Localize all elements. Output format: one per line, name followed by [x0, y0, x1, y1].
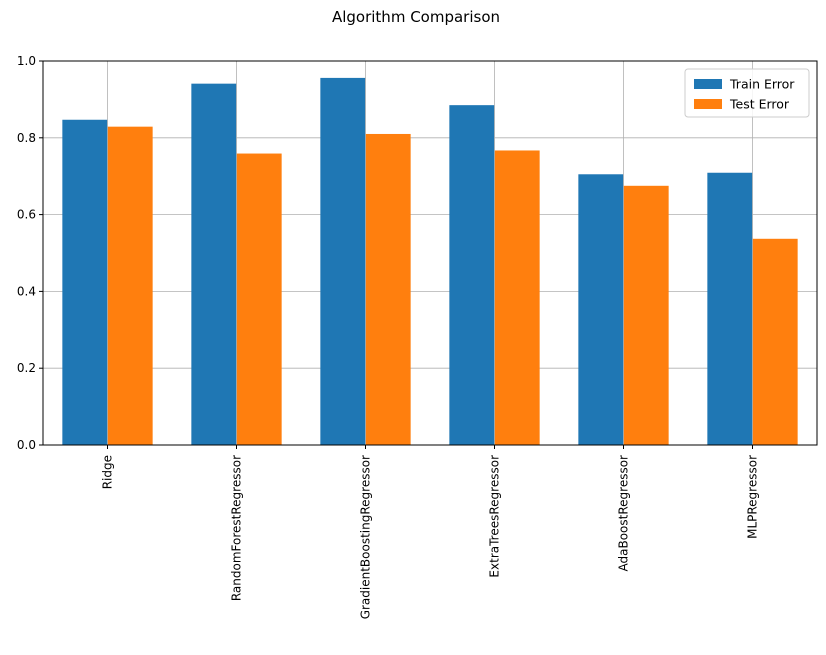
- test-error-bar: [494, 150, 540, 446]
- y-tick-label: 1.0: [17, 54, 36, 68]
- vertical-grid-lines: [107, 61, 753, 445]
- y-axis: 0.0 0.2 0.4 0.6 0.8 1.0: [17, 54, 43, 452]
- x-tick-label: GradientBoostingRegressor: [359, 455, 373, 619]
- legend: Train Error Test Error: [684, 68, 810, 118]
- y-tick-label: 0.4: [17, 284, 36, 298]
- train-error-bar: [449, 105, 495, 445]
- grid-lines: [43, 60, 817, 446]
- x-tick-label: MLPRegressor: [746, 455, 760, 539]
- x-tick-label: ExtraTreesRegressor: [488, 455, 502, 578]
- train-error-bar: [578, 174, 624, 445]
- test-error-bar: [236, 153, 282, 445]
- test-error-bar: [107, 126, 153, 445]
- x-tick-label: RandomForestRegressor: [230, 455, 244, 601]
- legend-swatch: [694, 79, 722, 89]
- legend-swatch: [694, 99, 722, 109]
- x-axis: Ridge RandomForestRegressor GradientBoosti…: [101, 445, 760, 619]
- test-error-bar: [365, 133, 411, 445]
- train-error-bar: [62, 119, 108, 445]
- y-tick-label: 0.0: [17, 438, 36, 452]
- legend-label: Train Error: [729, 77, 795, 92]
- train-error-bar: [320, 77, 366, 446]
- y-tick-label: 0.6: [17, 208, 36, 222]
- chart-title: Algorithm Comparison: [332, 8, 500, 26]
- bars: [62, 77, 798, 446]
- train-error-bar: [707, 172, 753, 445]
- train-error-bar: [191, 83, 237, 445]
- legend-label: Test Error: [729, 97, 790, 112]
- y-tick-label: 0.2: [17, 361, 36, 375]
- test-error-bar: [752, 238, 798, 445]
- y-tick-label: 0.8: [17, 131, 36, 145]
- x-tick-label: AdaBoostRegressor: [617, 455, 631, 572]
- x-tick-label: Ridge: [101, 455, 115, 489]
- plot-frame: [42, 60, 818, 446]
- test-error-bar: [623, 185, 669, 446]
